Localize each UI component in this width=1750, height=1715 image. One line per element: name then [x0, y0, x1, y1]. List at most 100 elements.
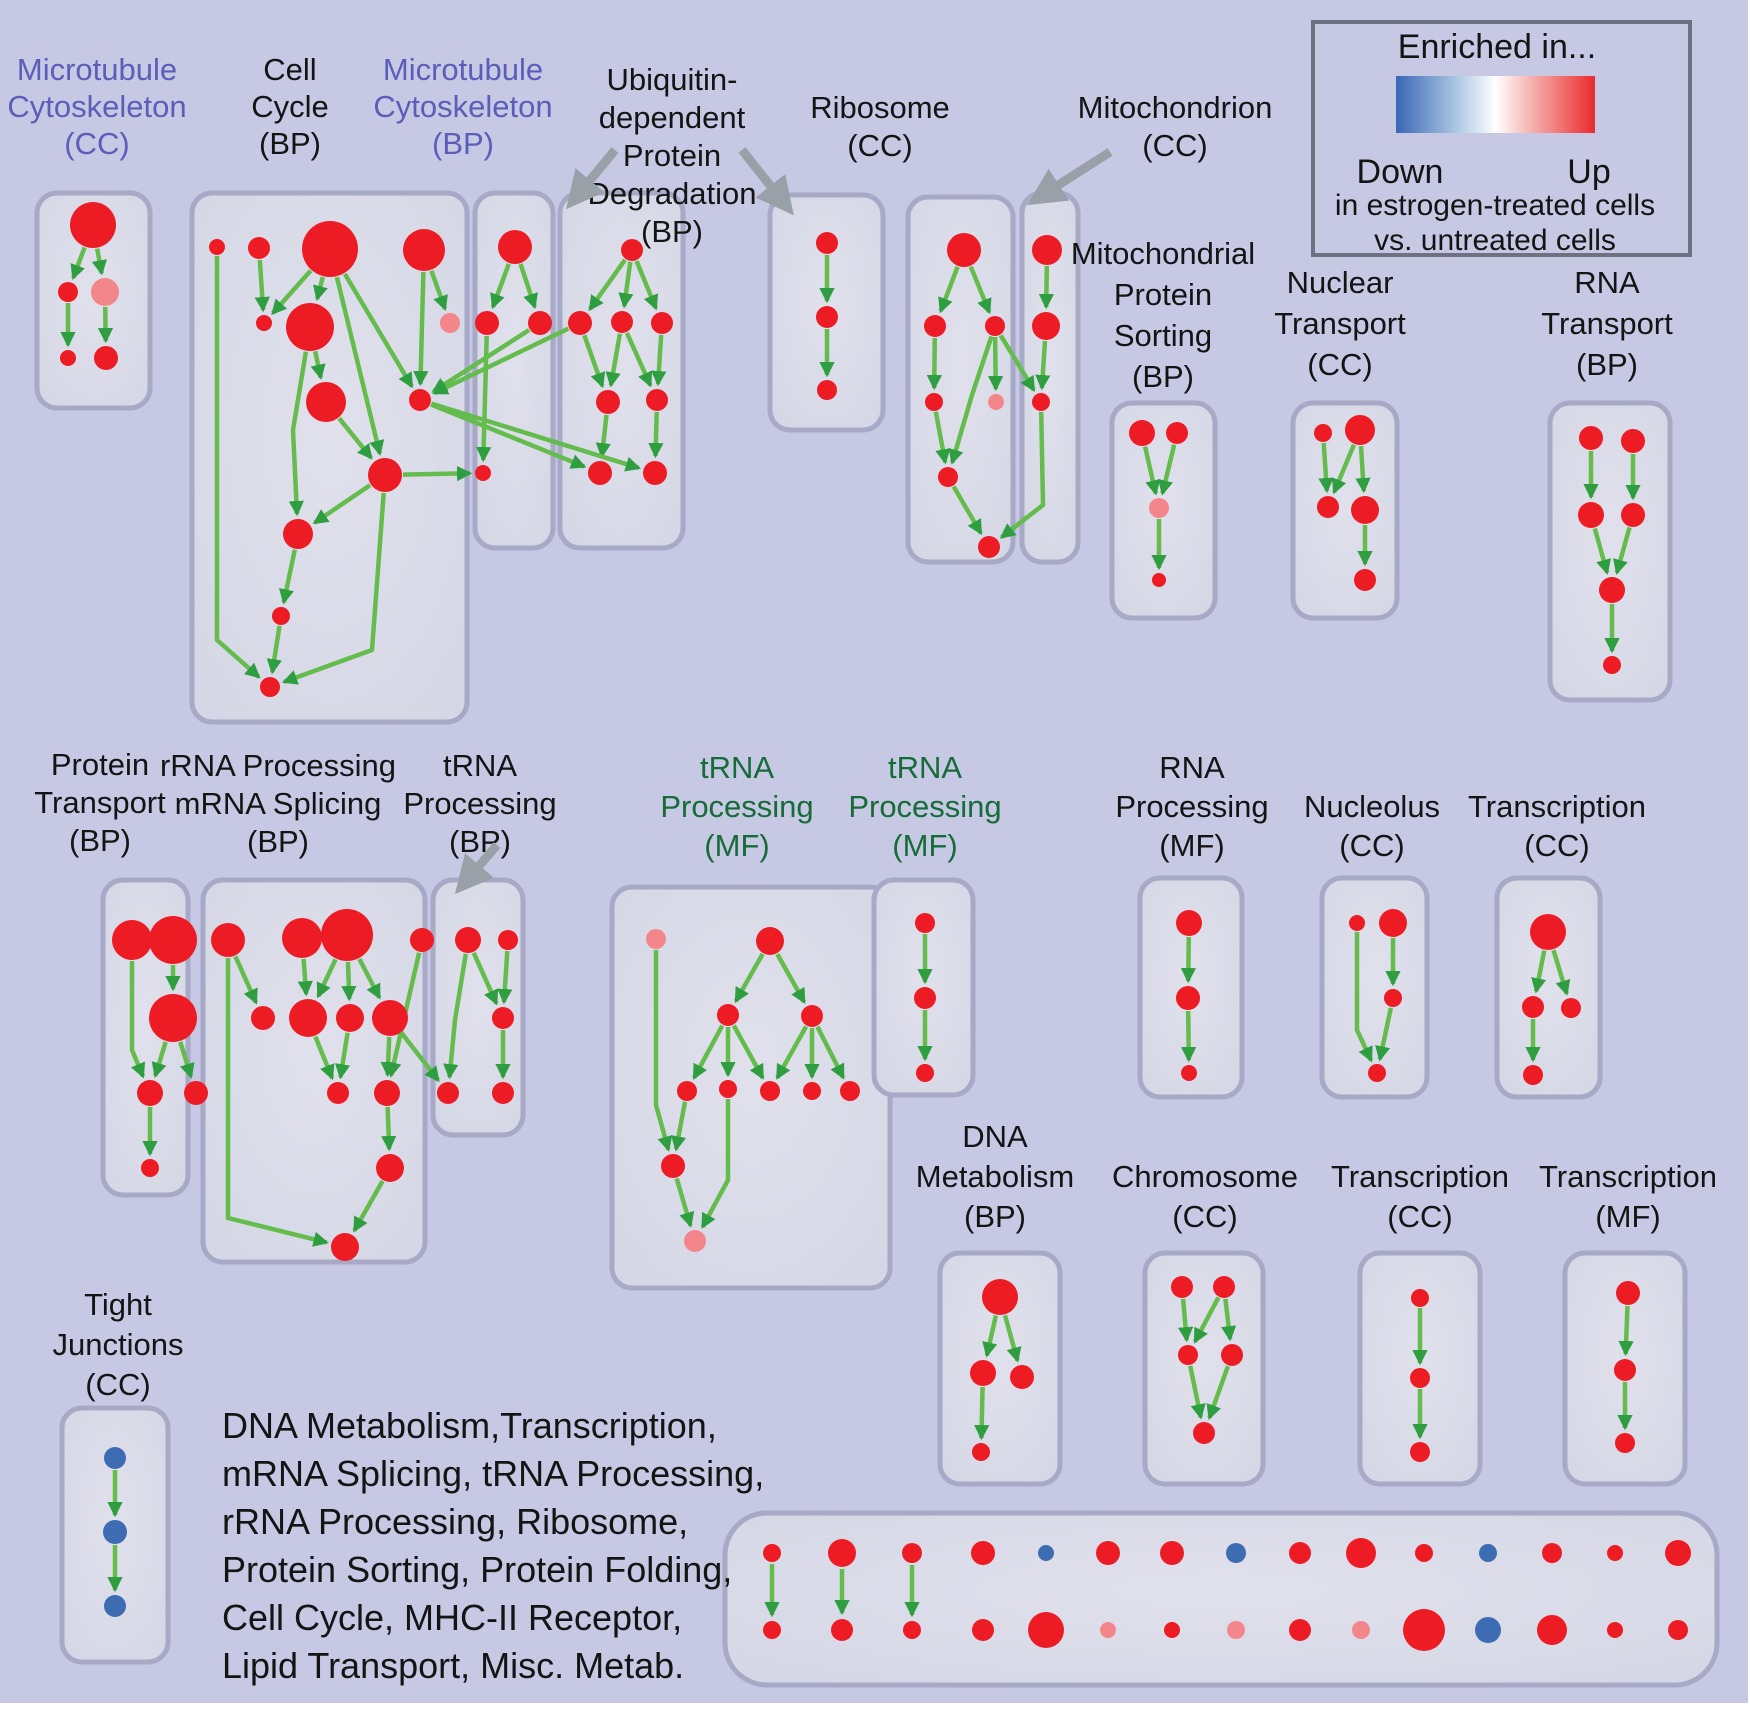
- node-rt_c: [1599, 577, 1625, 603]
- node-pt_a: [112, 920, 152, 960]
- mt-bp-label: Microtubule: [383, 52, 543, 87]
- edge-ub1_ml-ub1_ll: [582, 334, 606, 389]
- protein-transport-label: Transport: [34, 785, 166, 820]
- summary-node-top-1: [828, 1539, 856, 1567]
- mt-cc-label: Cytoskeleton: [7, 89, 186, 124]
- summary-node-top-10: [1415, 1544, 1433, 1562]
- rna-transport-label: (BP): [1576, 347, 1638, 382]
- node-t4_3: [1615, 1433, 1635, 1453]
- node-trbp_v: [437, 1082, 459, 1104]
- mt-bp-label: Cytoskeleton: [373, 89, 552, 124]
- rrna-label: rRNA Processing: [160, 748, 396, 783]
- node-tm_big: [756, 927, 784, 955]
- edge-rib_t-rib_cm: [968, 265, 992, 315]
- node-ub1_mr: [651, 312, 673, 334]
- node-t2_rm: [1561, 998, 1581, 1018]
- node-rib_hub: [938, 467, 958, 487]
- edge-ch_tr-ch_ml: [1193, 1296, 1221, 1344]
- node-rr_o: [327, 1082, 349, 1104]
- summary-node-top-6: [1160, 1541, 1184, 1565]
- node-tj_2: [103, 1520, 127, 1544]
- edge-rib_cm-rib_pk: [987, 336, 1004, 392]
- node-rt_ml: [1578, 502, 1604, 528]
- mt-cc-label: Microtubule: [17, 52, 177, 87]
- summary-node-top-0: [763, 1544, 781, 1562]
- node-trbp_s: [455, 927, 481, 953]
- node-pt_f: [141, 1159, 159, 1177]
- rna-processing-label: RNA: [1159, 750, 1225, 785]
- edge-tm_big-tm_mr: [775, 952, 807, 1005]
- label-pointer-arrow: [565, 147, 619, 210]
- edge-cc_i-ub1_bl: [430, 402, 587, 469]
- edge-cc_f-cc_h: [310, 350, 326, 380]
- node-ch_tr: [1213, 1276, 1235, 1298]
- edge-trbp_s-trbp_u: [471, 951, 499, 1006]
- edge-nt_tr-nt_rm: [1355, 445, 1371, 494]
- edge-rib_t-rib_lm: [938, 265, 960, 314]
- node-ub1_ll: [596, 390, 620, 414]
- edge-rp_2-rp_3: [1180, 1010, 1197, 1063]
- edge-tm_hub-tm_pk2: [674, 1177, 695, 1228]
- node-tj_1: [104, 1447, 126, 1469]
- ribosome-label: (CC): [847, 128, 912, 163]
- edge-rr_i-rr_n: [357, 957, 382, 1000]
- protein-transport-label: Protein: [51, 747, 149, 782]
- trna-mf1-label: Processing: [660, 789, 813, 824]
- summary-node-bottom-9: [1352, 1621, 1370, 1639]
- node-mtcc4: [60, 350, 76, 366]
- tight-junctions-label: (CC): [85, 1367, 150, 1402]
- node-nt_lm: [1317, 496, 1339, 518]
- mito-sorting-label: Sorting: [1114, 318, 1212, 353]
- node-rt_mr: [1621, 503, 1645, 527]
- edge-t2_big-t2_lm: [1531, 950, 1547, 994]
- transcription-mf3-label: Transcription: [1539, 1159, 1717, 1194]
- edge-ch_tl-ch_ml: [1177, 1298, 1194, 1343]
- node-tm_b1: [677, 1081, 697, 1101]
- nuclear-transport-label: (CC): [1307, 347, 1372, 382]
- edge-cc_c-cc_j: [334, 276, 385, 456]
- transcription-cc2-label: Transcription: [1468, 789, 1646, 824]
- legend-box: [1311, 20, 1692, 257]
- nuclear-transport-label: Transport: [1274, 306, 1406, 341]
- ubiquitin-label: Protein: [623, 138, 721, 173]
- mito-sorting-label: Mitochondrial: [1071, 236, 1255, 271]
- node-cc_i: [409, 389, 431, 411]
- node-mito_m: [1032, 312, 1060, 340]
- node-rr_l: [289, 999, 327, 1037]
- node-t4_2: [1614, 1359, 1636, 1381]
- node-rib_t: [947, 233, 981, 267]
- node-rr_h: [282, 918, 322, 958]
- legend-gradient-bar: [1396, 76, 1595, 133]
- edge-ub1_ml-cc_i: [432, 326, 570, 396]
- node-mtbp_rm: [528, 311, 552, 335]
- protein-transport-label: (BP): [69, 823, 131, 858]
- edge-rib_hub-rib_b: [951, 485, 983, 536]
- summary-node-bottom-6: [1164, 1622, 1180, 1638]
- node-rib_ll: [925, 393, 943, 411]
- mt-cc-label: (CC): [64, 126, 129, 161]
- summary-text-line: mRNA Splicing, tRNA Processing,: [222, 1453, 764, 1494]
- trna-mf1-label: tRNA: [700, 750, 774, 785]
- transcription-mf3-label: (MF): [1595, 1199, 1660, 1234]
- node-t3_1: [1411, 1289, 1429, 1307]
- node-ts_1: [915, 913, 935, 933]
- edge-dm_l-dm_b: [974, 1386, 990, 1441]
- node-trbp_u: [492, 1007, 514, 1029]
- edge-rr_m-rr_o: [334, 1032, 351, 1080]
- node-rp_2: [1176, 986, 1200, 1010]
- node-tm_ml: [717, 1004, 739, 1026]
- edge-ms_tr-ms_pk: [1158, 444, 1177, 496]
- summary-node-top-13: [1607, 1545, 1623, 1561]
- tight-junctions-label: Junctions: [53, 1327, 184, 1362]
- node-nt_tr: [1345, 415, 1375, 445]
- edge-ub1_mc-ub1_ll: [605, 333, 623, 388]
- node-trbp_w: [492, 1082, 514, 1104]
- summary-node-top-14: [1665, 1540, 1691, 1566]
- summary-node-bottom-5: [1100, 1622, 1116, 1638]
- node-cc_k: [283, 519, 313, 549]
- node-ub1_t: [621, 239, 643, 261]
- rna-processing-label: (MF): [1159, 828, 1224, 863]
- rrna-label: (BP): [247, 824, 309, 859]
- node-rib_cm: [985, 316, 1005, 336]
